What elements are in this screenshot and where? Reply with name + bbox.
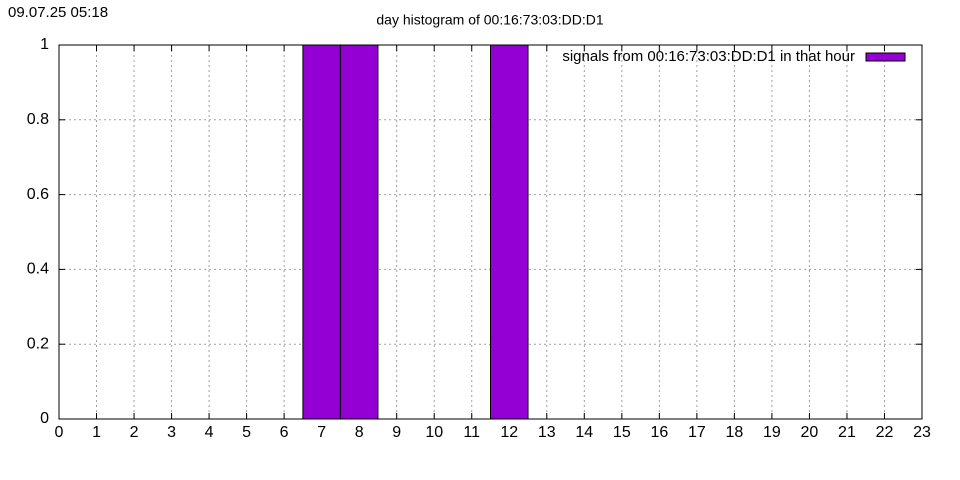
y-tick-label: 0.4 <box>27 261 49 278</box>
x-tick-label: 14 <box>575 424 593 441</box>
x-tick-label: 9 <box>392 424 401 441</box>
x-tick-label: 12 <box>500 424 518 441</box>
x-tick-label: 10 <box>425 424 443 441</box>
x-tick-label: 8 <box>355 424 364 441</box>
legend-swatch <box>865 52 906 62</box>
y-tick-label: 0.2 <box>27 335 49 352</box>
x-tick-label: 5 <box>242 424 251 441</box>
timestamp: 09.07.25 05:18 <box>8 4 108 21</box>
x-tick-label: 3 <box>167 424 176 441</box>
legend-label: signals from 00:16:73:03:DD:D1 in that h… <box>562 48 855 65</box>
x-tick-label: 22 <box>876 424 894 441</box>
x-tick-label: 13 <box>538 424 556 441</box>
x-tick-label: 7 <box>317 424 326 441</box>
x-tick-label: 17 <box>688 424 706 441</box>
x-tick-label: 2 <box>130 424 139 441</box>
y-tick-label: 0.8 <box>27 111 49 128</box>
y-tick-label: 0 <box>40 410 49 427</box>
bar <box>339 44 379 420</box>
x-tick-label: 20 <box>801 424 819 441</box>
x-tick-label: 11 <box>463 424 480 441</box>
x-tick-label: 4 <box>205 424 214 441</box>
x-tick-label: 15 <box>613 424 631 441</box>
x-tick-label: 18 <box>725 424 743 441</box>
x-tick-label: 19 <box>763 424 781 441</box>
y-tick-label: 1 <box>40 36 49 53</box>
x-tick-label: 6 <box>280 424 289 441</box>
x-tick-label: 21 <box>838 424 856 441</box>
x-tick-label: 16 <box>650 424 668 441</box>
bar <box>490 44 529 420</box>
x-tick-label: 23 <box>913 424 931 441</box>
bar <box>302 44 341 420</box>
x-tick-label: 0 <box>55 424 64 441</box>
y-tick-label: 0.6 <box>27 186 49 203</box>
plot-frame <box>58 44 923 420</box>
x-tick-label: 1 <box>92 424 101 441</box>
chart-title: day histogram of 00:16:73:03:DD:D1 <box>376 12 603 28</box>
